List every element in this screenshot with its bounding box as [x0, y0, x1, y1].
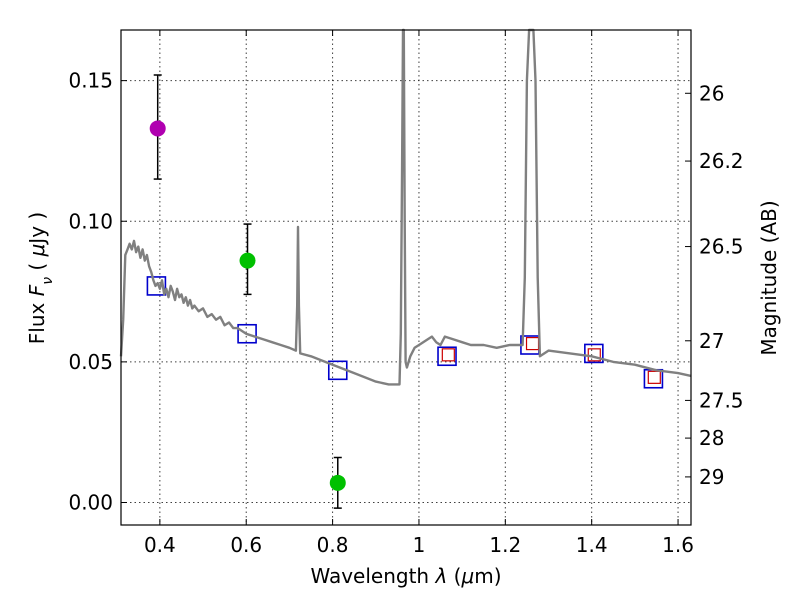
x-tick-label: 0.6: [230, 533, 262, 557]
x-tick-label: 0.4: [144, 533, 176, 557]
photometry-point: [329, 474, 346, 491]
y-tick-label: 0.05: [68, 350, 113, 374]
y2-tick-label: 28: [699, 426, 724, 450]
y-tick-label: 0.00: [68, 491, 113, 515]
y2-axis-title: Magnitude (AB): [757, 200, 781, 355]
y-tick-label: 0.10: [68, 209, 113, 233]
model-photometry-square: [146, 276, 167, 296]
x-tick-label: 1.4: [576, 533, 608, 557]
y2-tick-label: 26.5: [699, 235, 744, 259]
plot-area: [119, 28, 692, 509]
y2-tick-label: 29: [699, 465, 724, 489]
y-tick-label: 0.15: [68, 69, 113, 93]
y-axis-title: Flux Fν ( μJy ): [25, 212, 56, 344]
y2-tick-label: 26: [699, 81, 724, 105]
x-tick-label: 1.2: [489, 533, 521, 557]
grid-lines: [121, 30, 691, 525]
photometry-point: [239, 252, 256, 269]
model-photometry-square: [237, 323, 257, 344]
x-tick-label: 1: [413, 533, 426, 557]
x-tick-label: 0.8: [317, 533, 349, 557]
plot-frame: [120, 29, 692, 526]
photometry-point: [149, 120, 166, 137]
y2-tick-label: 26.2: [699, 149, 744, 173]
x-axis-title: Wavelength λ (μm): [310, 564, 501, 588]
model-photometry-inner-square: [441, 348, 455, 362]
model-photometry-square: [437, 346, 457, 367]
x-tick-label: 1.6: [662, 533, 694, 557]
model-photometry-square: [584, 343, 604, 364]
axis-ticks: 0.4 0.6 0.8 1 1.2 1.4 1.6 0.00 0.05 0.10 0.15 26 26.…: [68, 30, 744, 557]
y2-tick-label: 27.5: [699, 388, 744, 412]
y2-tick-label: 27: [699, 329, 724, 353]
model-sed-line: [119, 28, 692, 386]
model-photometry-inner-square: [525, 336, 540, 351]
model-photometry-inner-square: [647, 370, 661, 384]
